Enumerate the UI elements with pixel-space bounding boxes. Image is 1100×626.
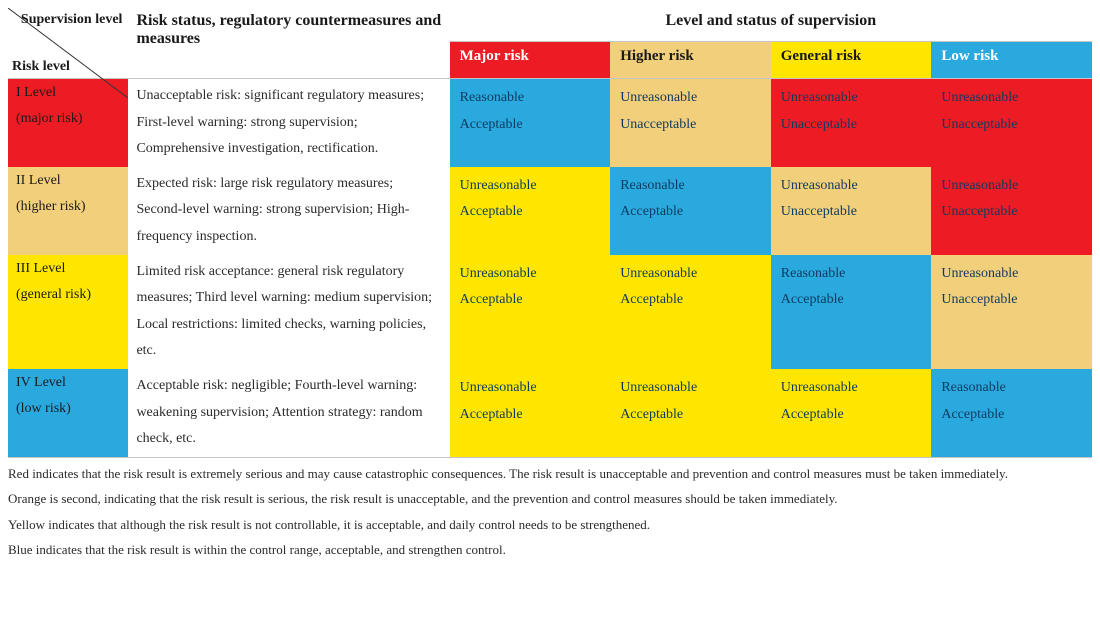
- cell-line1: Reasonable: [781, 261, 922, 288]
- matrix-cell: UnreasonableAcceptable: [450, 167, 611, 255]
- cell-line2: Acceptable: [620, 287, 761, 314]
- cell-line1: Unreasonable: [460, 261, 601, 288]
- cell-line2: Unacceptable: [781, 112, 922, 139]
- col-head-low: Low risk: [931, 42, 1092, 78]
- risk-level-line2: (low risk): [16, 401, 120, 417]
- cell-line1: Unreasonable: [781, 375, 922, 402]
- cell-line1: Unreasonable: [460, 173, 601, 200]
- cell-line1: Unreasonable: [941, 173, 1082, 200]
- risk-level-label: III Level (general risk): [8, 255, 128, 369]
- matrix-cell: ReasonableAcceptable: [610, 167, 771, 255]
- legend-line: Orange is second, indicating that the ri…: [8, 489, 1092, 509]
- matrix-cell: UnreasonableAcceptable: [610, 369, 771, 457]
- matrix-cell: UnreasonableUnacceptable: [771, 79, 932, 167]
- cell-line2: Acceptable: [460, 287, 601, 314]
- legend-line: Yellow indicates that although the risk …: [8, 515, 1092, 535]
- bottom-divider-row: [8, 457, 1092, 458]
- risk-level-line2: (general risk): [16, 287, 120, 303]
- matrix-cell: UnreasonableAcceptable: [771, 369, 932, 457]
- matrix-cell: UnreasonableAcceptable: [610, 255, 771, 369]
- matrix-cell: ReasonableAcceptable: [450, 79, 611, 167]
- cell-line1: Reasonable: [620, 173, 761, 200]
- cell-line2: Acceptable: [781, 402, 922, 429]
- header-row-1: Supervision level Risk level Risk status…: [8, 8, 1092, 41]
- cell-line2: Acceptable: [460, 402, 601, 429]
- cell-line1: Unreasonable: [620, 261, 761, 288]
- cell-line2: Acceptable: [941, 402, 1082, 429]
- risk-level-line1: II Level: [16, 173, 120, 189]
- legend-line: Blue indicates that the risk result is w…: [8, 540, 1092, 560]
- cell-line2: Acceptable: [460, 199, 601, 226]
- cell-line1: Unreasonable: [941, 85, 1082, 112]
- col-head-higher: Higher risk: [610, 42, 771, 78]
- risk-level-label: II Level (higher risk): [8, 167, 128, 255]
- risk-matrix-table: Supervision level Risk level Risk status…: [8, 8, 1092, 458]
- cell-line2: Unacceptable: [941, 112, 1082, 139]
- measures-cell: Expected risk: large risk regulatory mea…: [128, 167, 449, 255]
- measures-cell: Limited risk acceptance: general risk re…: [128, 255, 449, 369]
- cell-line2: Unacceptable: [941, 287, 1082, 314]
- table-row: I Level(major risk)Unacceptable risk: si…: [8, 79, 1092, 167]
- cell-line2: Unacceptable: [781, 199, 922, 226]
- measures-cell: Acceptable risk: negligible; Fourth-leve…: [128, 369, 449, 457]
- cell-line1: Unreasonable: [620, 375, 761, 402]
- matrix-cell: UnreasonableUnacceptable: [610, 79, 771, 167]
- cell-line2: Acceptable: [620, 402, 761, 429]
- table-row: II Level (higher risk) Expected risk: larg…: [8, 167, 1092, 255]
- cell-line2: Unacceptable: [620, 112, 761, 139]
- matrix-cell: UnreasonableUnacceptable: [931, 167, 1092, 255]
- risk-level-line1: III Level: [16, 261, 120, 277]
- measures-cell: Unacceptable risk: significant regulator…: [128, 79, 449, 167]
- diag-top-label: Supervision level: [21, 12, 123, 27]
- cell-line1: Reasonable: [460, 85, 601, 112]
- supertitle-cell: Level and status of supervision: [450, 8, 1092, 41]
- matrix-cell: UnreasonableAcceptable: [450, 255, 611, 369]
- cell-line2: Unacceptable: [941, 199, 1082, 226]
- cell-line2: Acceptable: [781, 287, 922, 314]
- legend-line: Red indicates that the risk result is ex…: [8, 464, 1092, 484]
- matrix-cell: UnreasonableAcceptable: [450, 369, 611, 457]
- diag-bot-label: Risk level: [12, 59, 70, 74]
- table-row: IV Level (low risk) Acceptable risk: negli…: [8, 369, 1092, 457]
- legend-section: Red indicates that the risk result is ex…: [8, 464, 1092, 560]
- matrix-cell: UnreasonableUnacceptable: [931, 79, 1092, 167]
- cell-line2: Acceptable: [460, 112, 601, 139]
- table-row: III Level (general risk) Limited risk acce…: [8, 255, 1092, 369]
- col-head-major: Major risk: [450, 42, 611, 78]
- cell-line2: Acceptable: [620, 199, 761, 226]
- cell-line1: Unreasonable: [460, 375, 601, 402]
- cell-line1: Unreasonable: [620, 85, 761, 112]
- diagonal-header-cell: Supervision level Risk level: [8, 8, 128, 78]
- matrix-cell: ReasonableAcceptable: [931, 369, 1092, 457]
- risk-level-label: IV Level (low risk): [8, 369, 128, 457]
- cell-line1: Unreasonable: [781, 85, 922, 112]
- matrix-cell: UnreasonableUnacceptable: [771, 167, 932, 255]
- matrix-cell: ReasonableAcceptable: [771, 255, 932, 369]
- risk-level-line2: (higher risk): [16, 199, 120, 215]
- subtitle-cell: Risk status, regulatory countermeasures …: [128, 8, 449, 78]
- matrix-cell: UnreasonableUnacceptable: [931, 255, 1092, 369]
- cell-line1: Reasonable: [941, 375, 1082, 402]
- matrix-body: I Level(major risk)Unacceptable risk: si…: [8, 79, 1092, 457]
- col-head-general: General risk: [771, 42, 932, 78]
- risk-level-line1: IV Level: [16, 375, 120, 391]
- risk-level-line2: (major risk): [16, 111, 120, 127]
- cell-line1: Unreasonable: [781, 173, 922, 200]
- cell-line1: Unreasonable: [941, 261, 1082, 288]
